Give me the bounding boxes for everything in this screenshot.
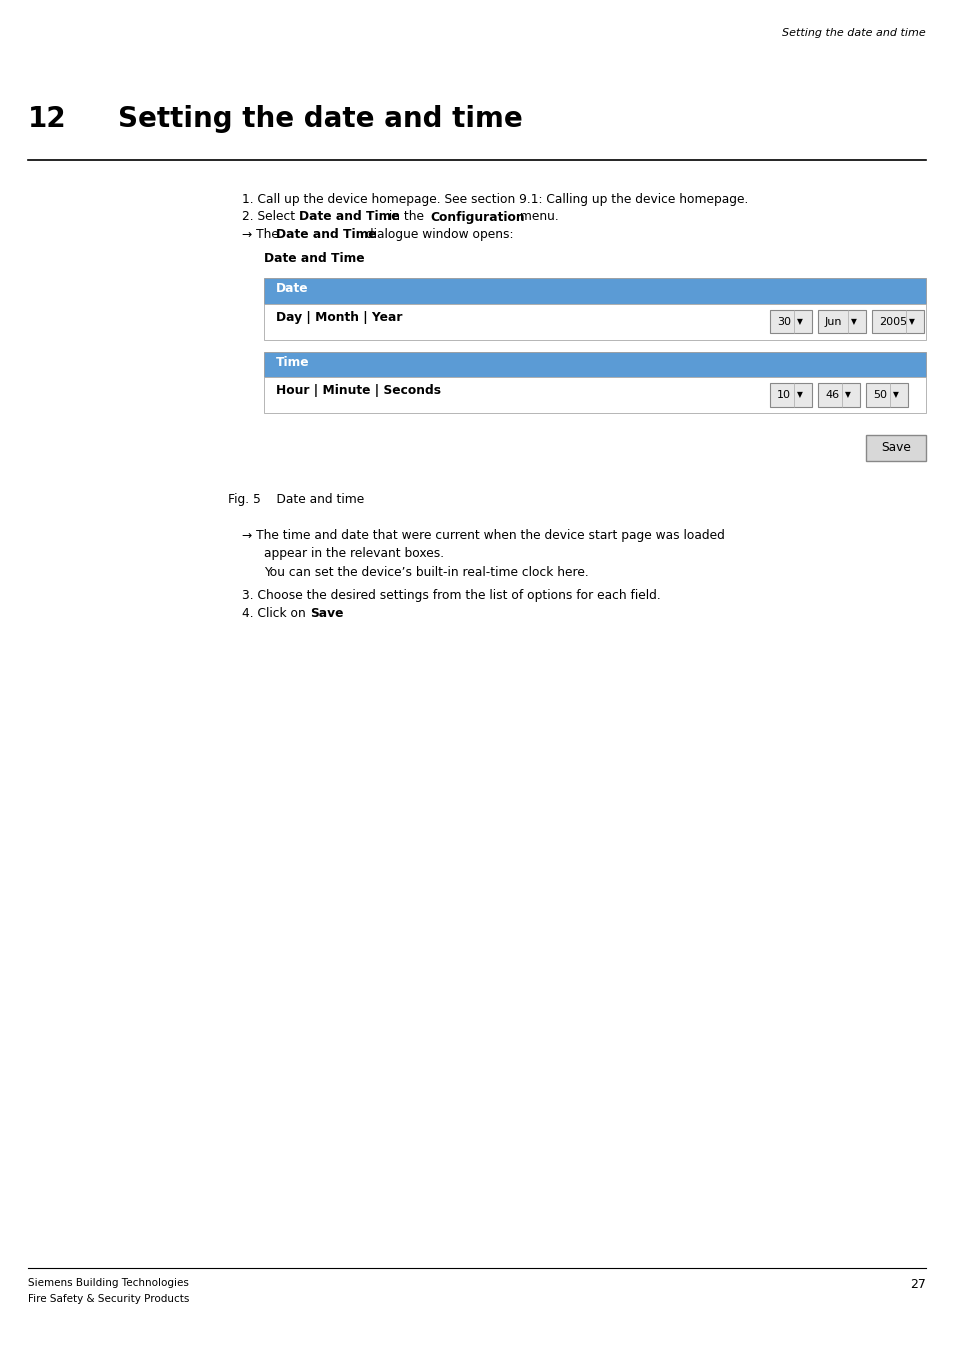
Text: You can set the device’s built-in real-time clock here.: You can set the device’s built-in real-t… [264, 566, 588, 578]
Text: Day | Month | Year: Day | Month | Year [275, 311, 402, 323]
Text: ▼: ▼ [908, 317, 914, 326]
Text: 10: 10 [776, 390, 790, 400]
FancyBboxPatch shape [871, 309, 923, 334]
Text: Fire Safety & Security Products: Fire Safety & Security Products [28, 1294, 190, 1304]
Text: 30: 30 [776, 316, 790, 327]
Text: in the: in the [384, 211, 427, 223]
Text: 27: 27 [909, 1278, 925, 1292]
Text: .: . [336, 607, 340, 620]
FancyBboxPatch shape [769, 309, 811, 334]
Text: 2. Select: 2. Select [242, 211, 298, 223]
FancyBboxPatch shape [264, 304, 925, 339]
Text: → The: → The [242, 228, 282, 240]
Text: dialogue window opens:: dialogue window opens: [361, 228, 513, 240]
Text: Save: Save [881, 442, 910, 454]
Text: Date and Time: Date and Time [264, 253, 364, 265]
Text: ▼: ▼ [796, 390, 802, 400]
Text: 1. Call up the device homepage. See section 9.1: Calling up the device homepage.: 1. Call up the device homepage. See sect… [242, 193, 747, 205]
Text: Jun: Jun [824, 316, 841, 327]
Text: 2005: 2005 [878, 316, 906, 327]
Text: appear in the relevant boxes.: appear in the relevant boxes. [264, 547, 444, 561]
FancyBboxPatch shape [817, 384, 859, 407]
FancyBboxPatch shape [264, 278, 925, 304]
Text: 12: 12 [28, 105, 67, 132]
Text: ▼: ▼ [796, 317, 802, 326]
Text: ▼: ▼ [892, 390, 898, 400]
Text: 3. Choose the desired settings from the list of options for each field.: 3. Choose the desired settings from the … [242, 589, 660, 601]
Text: → The time and date that were current when the device start page was loaded: → The time and date that were current wh… [242, 528, 724, 542]
Text: ▼: ▼ [850, 317, 856, 326]
Text: Date and Time: Date and Time [298, 211, 399, 223]
Text: Time: Time [275, 355, 310, 369]
Text: Date: Date [275, 282, 309, 295]
Text: 50: 50 [872, 390, 886, 400]
Text: ▼: ▼ [844, 390, 850, 400]
Text: 4. Click on: 4. Click on [242, 607, 310, 620]
Text: menu.: menu. [516, 211, 558, 223]
FancyBboxPatch shape [817, 309, 865, 334]
FancyBboxPatch shape [264, 377, 925, 413]
Text: Setting the date and time: Setting the date and time [781, 28, 925, 38]
Text: Date and Time: Date and Time [276, 228, 376, 240]
FancyBboxPatch shape [865, 435, 925, 461]
FancyBboxPatch shape [264, 351, 925, 377]
Text: Configuration: Configuration [430, 211, 524, 223]
Text: Siemens Building Technologies: Siemens Building Technologies [28, 1278, 189, 1288]
FancyBboxPatch shape [865, 384, 907, 407]
FancyBboxPatch shape [769, 384, 811, 407]
Text: 46: 46 [824, 390, 839, 400]
Text: Fig. 5    Date and time: Fig. 5 Date and time [228, 493, 364, 505]
Text: Save: Save [310, 607, 343, 620]
Text: Setting the date and time: Setting the date and time [118, 105, 522, 132]
Text: Hour | Minute | Seconds: Hour | Minute | Seconds [275, 384, 440, 397]
